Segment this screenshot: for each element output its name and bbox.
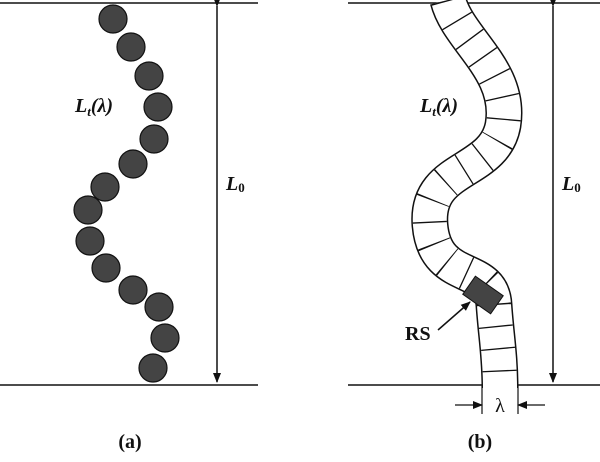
bead-chain: [74, 5, 179, 382]
segment-label: RS: [405, 323, 431, 345]
segmented-tube: [430, 0, 504, 388]
end-length-label: L0: [225, 173, 245, 195]
caption: (a): [118, 431, 141, 453]
panel-b: Lt(λ) L0 RS λ (b): [348, 0, 600, 453]
contour-length-label: Lt(λ): [419, 95, 458, 119]
width-label: λ: [495, 395, 505, 417]
panel-a: Lt(λ) L0 (a): [0, 3, 258, 453]
end-length-label: L0: [561, 173, 581, 195]
caption: (b): [468, 431, 492, 453]
diagram: Lt(λ) L0 (a) Lt(λ) L0 RS λ (b): [0, 0, 600, 462]
contour-length-label: Lt(λ): [74, 95, 113, 119]
rs-pointer: [438, 302, 470, 330]
